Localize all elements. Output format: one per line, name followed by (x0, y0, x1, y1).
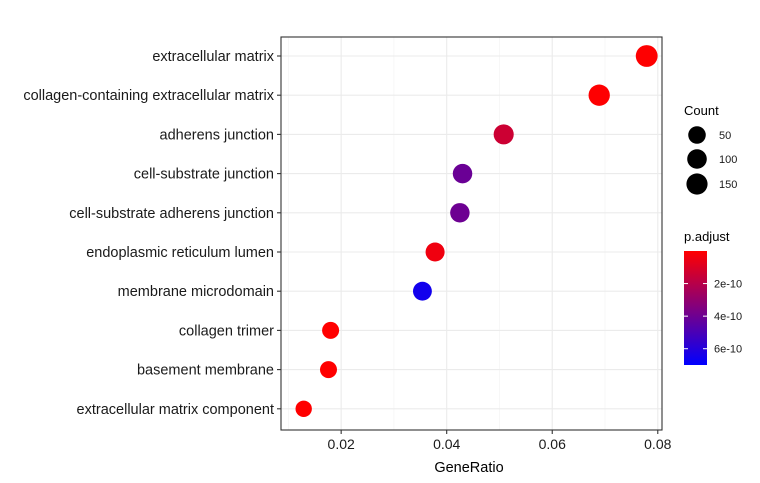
x-tick-label: 0.02 (328, 436, 355, 452)
color-legend-label: 4e-10 (714, 311, 742, 323)
data-point (493, 124, 514, 145)
data-point (588, 84, 610, 106)
color-legend-bar (684, 251, 707, 365)
size-legend-label: 100 (719, 154, 737, 166)
y-tick-label: adherens junction (160, 127, 274, 143)
y-tick-label: extracellular matrix component (77, 402, 274, 418)
y-tick-label: cell-substrate junction (134, 167, 274, 183)
size-legend-dot (686, 173, 708, 195)
data-point (412, 281, 432, 301)
size-legend-label: 50 (719, 130, 731, 142)
y-tick-label: collagen-containing extracellular matrix (23, 88, 274, 104)
y-tick-label: cell-substrate adherens junction (69, 206, 274, 222)
data-point (320, 361, 337, 379)
y-tick-label: extracellular matrix (152, 49, 274, 65)
x-tick-label: 0.04 (433, 436, 460, 452)
x-tick-label: 0.06 (539, 436, 566, 452)
data-point (425, 242, 445, 262)
y-tick-label: endoplasmic reticulum lumen (86, 245, 274, 261)
data-point (295, 400, 312, 417)
size-legend-dot (687, 149, 707, 169)
x-tick-label: 0.08 (644, 436, 671, 452)
size-legend-label: 150 (719, 179, 737, 191)
data-point (450, 203, 470, 223)
x-axis-title: GeneRatio (434, 460, 503, 476)
color-legend-label: 6e-10 (714, 344, 742, 356)
color-legend-title: p.adjust (684, 229, 730, 244)
data-point (322, 321, 340, 339)
color-legend-label: 2e-10 (714, 279, 742, 291)
size-legend-dot (688, 126, 706, 144)
data-point (452, 163, 473, 184)
y-tick-label: collagen trimer (179, 323, 274, 339)
y-tick-label: membrane microdomain (118, 284, 274, 300)
data-point (635, 45, 658, 67)
panel-border (280, 36, 663, 431)
y-tick-label: basement membrane (137, 363, 274, 379)
size-legend-title: Count (684, 103, 719, 118)
